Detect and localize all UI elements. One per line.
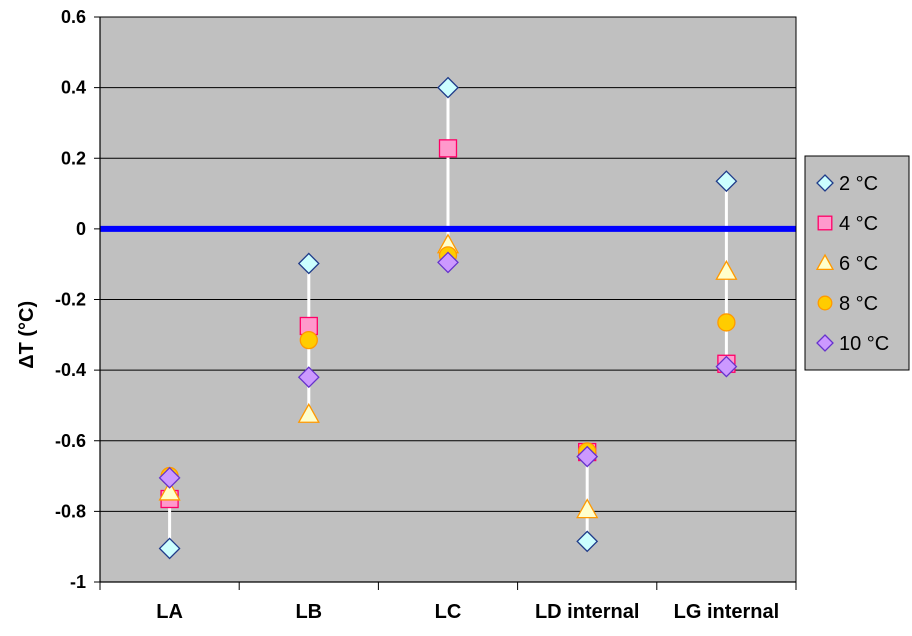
y-tick-label: -0.6 <box>55 431 86 451</box>
legend-marker <box>815 253 835 271</box>
legend-label: 8 °C <box>839 293 878 315</box>
y-tick-label: 0.4 <box>61 78 86 98</box>
data-point <box>438 139 458 158</box>
data-point <box>297 366 320 389</box>
legend-marker <box>816 334 834 352</box>
data-point <box>576 445 599 468</box>
data-point <box>715 259 738 280</box>
legend-label: 2 °C <box>839 173 878 195</box>
y-tick-label: -0.8 <box>55 501 86 521</box>
data-point <box>158 480 181 501</box>
legend: 2 °C 4 °C 6 °C 8 °C 10 °C <box>804 155 910 371</box>
data-point <box>158 537 181 560</box>
x-axis: LA LB LC LD internal LG internal <box>99 581 797 623</box>
x-tick-label: LG internal <box>674 601 780 623</box>
data-point <box>715 170 738 193</box>
data-point <box>717 313 736 332</box>
legend-label: 4 °C <box>839 213 878 235</box>
legend-label: 10 °C <box>839 333 889 355</box>
data-point <box>437 251 459 274</box>
y-tick-label: -0.2 <box>55 290 86 310</box>
data-point <box>576 530 599 553</box>
data-point <box>297 252 320 275</box>
y-tick-label: -1 <box>70 572 86 592</box>
legend-marker <box>817 215 833 231</box>
y-tick-label: 0.2 <box>61 148 86 168</box>
plot-area <box>99 16 797 583</box>
y-tick-label: 0 <box>76 219 86 239</box>
data-point <box>297 402 320 423</box>
y-tick-label: 0.6 <box>61 7 86 27</box>
x-tick-label: LD internal <box>535 601 639 623</box>
data-point <box>158 466 181 489</box>
data-point <box>715 355 738 378</box>
y-axis: 0.6 0.4 0.2 0 -0.2 -0.4 -0.6 -0.8 -1 <box>55 7 101 592</box>
data-point <box>576 498 599 519</box>
x-tick-label: LA <box>156 601 183 623</box>
y-axis-title: ΔT (°C) <box>16 301 38 369</box>
y-tick-label: -0.4 <box>55 360 86 380</box>
legend-label: 6 °C <box>839 253 878 275</box>
data-point <box>299 330 318 350</box>
x-tick-label: LC <box>435 601 462 623</box>
legend-marker <box>816 174 834 192</box>
x-tick-label: LB <box>295 601 322 623</box>
data-point <box>437 76 459 99</box>
legend-marker <box>817 295 833 311</box>
